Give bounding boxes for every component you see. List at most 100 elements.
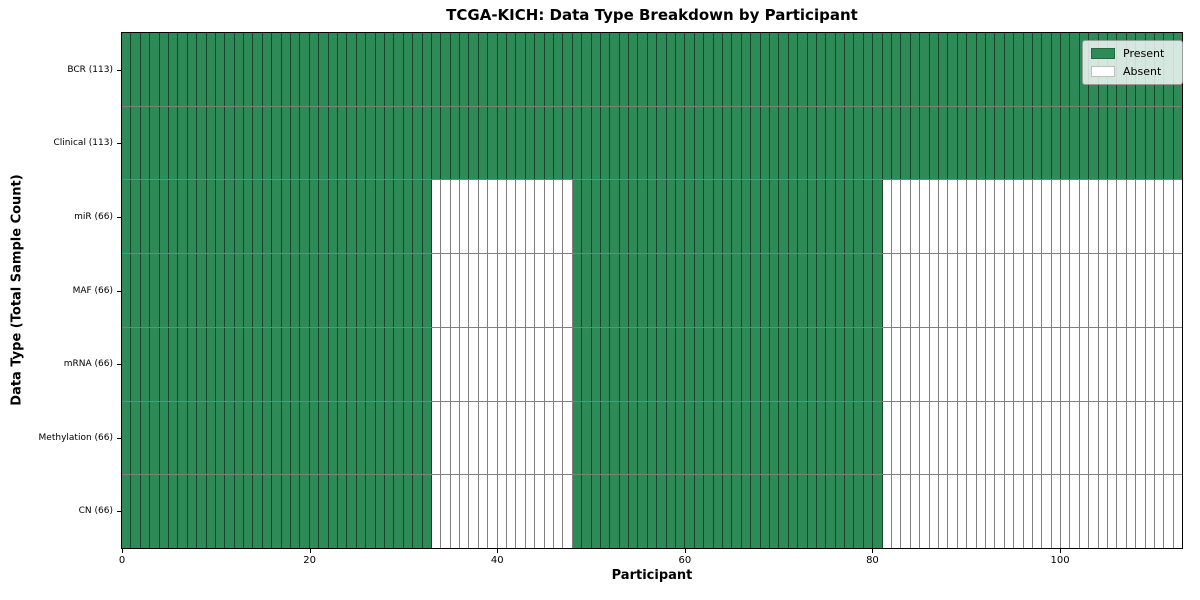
heatmap-cell-present <box>676 180 686 254</box>
heatmap-cell-present <box>215 401 226 475</box>
heatmap-cell-present <box>610 327 620 401</box>
heatmap-cell-absent <box>1126 180 1137 254</box>
heatmap-cell-present <box>676 106 686 180</box>
heatmap-cell-present <box>685 401 695 475</box>
heatmap-cell-present <box>328 401 338 475</box>
heatmap-cell-present <box>159 475 169 549</box>
heatmap-cell-present <box>244 180 254 254</box>
heatmap-cell-present <box>140 327 151 401</box>
heatmap-cell-present <box>291 254 301 327</box>
heatmap-cell-absent <box>1079 254 1090 327</box>
heatmap-cell-present <box>920 33 930 106</box>
heatmap-cell-present <box>676 33 686 106</box>
heatmap-cell-absent <box>901 254 911 327</box>
heatmap-cell-present <box>309 254 320 327</box>
heatmap-cell-absent <box>507 475 517 549</box>
heatmap-cell-absent <box>1126 327 1137 401</box>
heatmap-cell-present <box>150 33 160 106</box>
heatmap-cell-present <box>309 475 320 549</box>
heatmap-cell-present <box>366 106 376 180</box>
heatmap-cell-present <box>1042 33 1052 106</box>
heatmap-cell-present <box>150 475 160 549</box>
heatmap-cell-present <box>835 180 846 254</box>
heatmap-cell-present <box>873 254 883 327</box>
heatmap-cell-absent <box>1154 180 1165 254</box>
heatmap-cell-present <box>300 33 310 106</box>
heatmap-cell-present <box>319 401 329 475</box>
heatmap-cell-present <box>159 106 169 180</box>
heatmap-cell-present <box>591 180 601 254</box>
heatmap-cell-absent <box>1070 401 1080 475</box>
heatmap-cell-present <box>863 33 874 106</box>
heatmap-cell-present <box>694 327 705 401</box>
y-tick-mark <box>117 511 122 513</box>
heatmap-cell-present <box>206 401 216 475</box>
heatmap-cell-absent <box>967 475 977 549</box>
heatmap-cell-present <box>873 106 883 180</box>
heatmap-cell-present <box>582 106 592 180</box>
heatmap-cell-present <box>685 475 695 549</box>
heatmap-cell-present <box>366 475 376 549</box>
heatmap-cell-absent <box>1098 180 1109 254</box>
heatmap-cell-present <box>413 475 423 549</box>
heatmap-cell-absent <box>1023 475 1033 549</box>
heatmap-cell-present <box>704 475 714 549</box>
heatmap-cell-present <box>262 401 273 475</box>
heatmap-cell-present <box>629 254 639 327</box>
heatmap-cell-present <box>262 106 273 180</box>
heatmap-cell-present <box>1070 106 1080 180</box>
heatmap-cell-present <box>769 106 780 180</box>
heatmap-cell-present <box>197 180 207 254</box>
heatmap-cell-present <box>422 401 432 475</box>
heatmap-cell-present <box>572 254 583 327</box>
heatmap-cell-present <box>441 106 451 180</box>
heatmap-cell-present <box>572 327 583 401</box>
heatmap-cell-present <box>244 33 254 106</box>
heatmap-cell-present <box>816 327 827 401</box>
heatmap-cell-present <box>1042 106 1052 180</box>
heatmap-cell-present <box>413 33 423 106</box>
heatmap-cell-present <box>394 254 404 327</box>
heatmap-cell-present <box>413 327 423 401</box>
heatmap-cell-present <box>835 475 846 549</box>
heatmap-cell-present <box>995 106 1005 180</box>
heatmap-cell-absent <box>1173 180 1183 254</box>
heatmap-cell-absent <box>1051 401 1062 475</box>
legend: Present Absent <box>1082 40 1183 85</box>
heatmap-cell-present <box>187 106 198 180</box>
heatmap-cell-present <box>591 475 601 549</box>
heatmap-cell-absent <box>1051 254 1062 327</box>
heatmap-cell-present <box>723 33 733 106</box>
heatmap-cell-present <box>384 475 395 549</box>
heatmap-cell-absent <box>516 254 526 327</box>
heatmap-row <box>122 475 1183 549</box>
heatmap-cell-present <box>572 180 583 254</box>
heatmap-cell-present <box>798 401 808 475</box>
heatmap-cell-present <box>647 401 658 475</box>
heatmap-cell-present <box>854 180 864 254</box>
heatmap-cell-present <box>206 106 216 180</box>
heatmap-cell-present <box>760 475 770 549</box>
heatmap-cell-present <box>300 475 310 549</box>
heatmap-cell-present <box>657 33 667 106</box>
heatmap-cell-absent <box>976 475 986 549</box>
heatmap-cell-absent <box>929 180 939 254</box>
heatmap-cell-absent <box>910 401 921 475</box>
heatmap-cell-absent <box>450 254 461 327</box>
heatmap-cell-present <box>206 254 216 327</box>
heatmap-cell-present <box>328 106 338 180</box>
heatmap-cell-present <box>272 327 282 401</box>
heatmap-cell-present <box>629 475 639 549</box>
heatmap-cell-absent <box>976 401 986 475</box>
heatmap-cell-absent <box>544 180 554 254</box>
heatmap-cell-present <box>685 33 695 106</box>
heatmap-cell-absent <box>460 401 470 475</box>
heatmap-cell-present <box>1117 106 1127 180</box>
heatmap-cell-absent <box>525 254 536 327</box>
heatmap-cell-present <box>403 180 414 254</box>
heatmap-cell-absent <box>1117 254 1127 327</box>
heatmap-cell-present <box>788 106 799 180</box>
heatmap-cell-absent <box>985 180 996 254</box>
heatmap-cell-present <box>234 327 245 401</box>
heatmap-cell-present <box>300 254 310 327</box>
